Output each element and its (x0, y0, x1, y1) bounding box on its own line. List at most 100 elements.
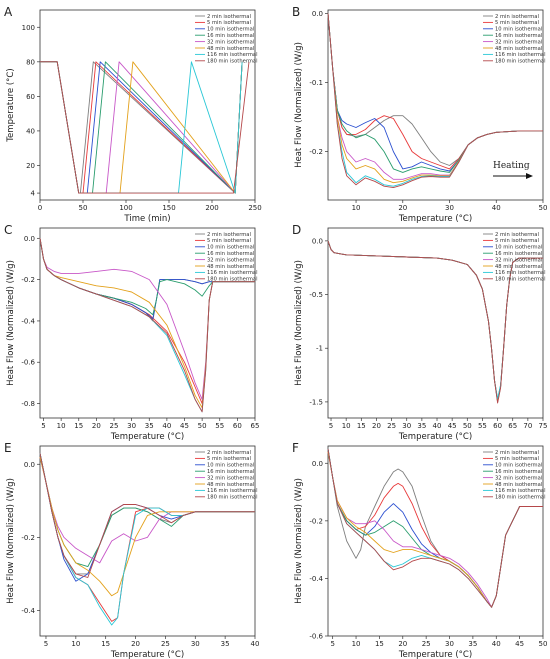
y-tick-label: -0.2 (309, 517, 323, 525)
x-tick-label: 5 (41, 422, 45, 430)
legend-entry: 180 min isothermal (207, 495, 258, 501)
legend-entry: 16 min isothermal (207, 33, 254, 39)
y-tick-label: 0.0 (24, 235, 35, 243)
legend-entry: 180 min isothermal (495, 495, 546, 501)
x-tick-label: 35 (468, 640, 477, 648)
x-tick-label: 5 (330, 640, 334, 648)
series-line-6 (39, 456, 255, 597)
legend-entry: 10 min isothermal (207, 245, 254, 251)
y-axis-title: Heat Flow (Normalized) (W/g) (294, 42, 304, 168)
y-tick-label: -1.5 (309, 398, 323, 406)
y-tick-label: 0.0 (24, 461, 35, 469)
legend-entry: 116 min isothermal (207, 488, 258, 494)
x-tick-label: 35 (145, 422, 154, 430)
x-axis-title: Temperature (°C) (398, 650, 472, 659)
x-tick-label: 35 (417, 422, 426, 430)
legend-entry: 2 min isothermal (207, 450, 251, 456)
y-tick-label: 100 (22, 24, 35, 32)
x-axis-title: Time (min) (123, 214, 170, 224)
legend-entry: 16 min isothermal (207, 251, 254, 257)
x-tick-label: 10 (342, 422, 351, 430)
legend-entry: 5 min isothermal (495, 20, 539, 26)
x-tick-label: 10 (352, 640, 361, 648)
x-tick-label: 60 (233, 422, 242, 430)
x-tick-label: 150 (162, 204, 175, 212)
y-axis-title: Heat Flow (Normalized) (W/g) (6, 260, 16, 386)
series-line-8 (327, 13, 543, 189)
legend-entry: 32 min isothermal (207, 39, 254, 45)
series-line-8 (327, 448, 543, 608)
x-tick-label: 15 (74, 422, 83, 430)
x-tick-label: 0 (38, 204, 42, 212)
legend-entry: 48 min isothermal (207, 264, 254, 270)
y-axis-title: Heat Flow (Normalized) (W/g) (294, 478, 304, 604)
panel-d: D 5 10 15 20 25 30 35 40 45 50 55 60 65 70 75 0.0 -0.5 -1 -… (292, 223, 547, 442)
legend-entry: 5 min isothermal (207, 456, 251, 462)
y-tick-label: -0.2 (309, 148, 323, 156)
x-tick-label: 5 (329, 422, 333, 430)
x-axis-title: Temperature (°C) (110, 432, 184, 442)
y-axis-title: Heat Flow (Normalized) (W/g) (294, 260, 304, 386)
annotation-arrowhead (526, 173, 533, 179)
legend-entry: 180 min isothermal (495, 277, 546, 283)
y-tick-label: 80 (26, 58, 35, 66)
x-tick-label: 30 (127, 422, 136, 430)
x-tick-label: 30 (445, 204, 454, 212)
plot-frame (39, 9, 256, 201)
x-tick-label: 10 (352, 204, 361, 212)
legend-entry: 2 min isothermal (207, 14, 251, 20)
x-tick-label: 25 (161, 640, 170, 648)
x-tick-label: 50 (539, 640, 548, 648)
legend-entry: 180 min isothermal (207, 277, 258, 283)
x-tick-label: 45 (515, 640, 524, 648)
legend-entry: 48 min isothermal (495, 264, 542, 270)
x-tick-label: 250 (248, 204, 261, 212)
x-tick-label: 45 (180, 422, 189, 430)
series-line-1 (40, 61, 243, 194)
y-tick-label: 60 (26, 93, 35, 101)
y-tick-label: -0.5 (309, 291, 323, 299)
series-line-6 (40, 61, 243, 194)
legend-entry: 116 min isothermal (495, 52, 546, 58)
legend-entry: 16 min isothermal (207, 469, 254, 475)
series-line-8 (39, 238, 255, 413)
plot-frame (327, 445, 544, 637)
x-tick-label: 50 (79, 204, 88, 212)
panel-c: C 5 10 15 20 25 30 35 40 45 50 55 60 65 0.0 -0.2 -0.4 -0.… (4, 223, 259, 442)
legend-entry: 48 min isothermal (495, 482, 542, 488)
legend-entry: 5 min isothermal (207, 20, 251, 26)
x-tick-label: 20 (372, 422, 381, 430)
x-tick-label: 10 (71, 640, 80, 648)
x-tick-label: 20 (398, 640, 407, 648)
x-axis-title: Temperature (°C) (110, 650, 184, 659)
y-tick-label: -1 (316, 345, 323, 353)
x-tick-label: 35 (221, 640, 230, 648)
panel-letter: D (292, 223, 301, 237)
legend-entry: 116 min isothermal (207, 52, 258, 58)
x-tick-label: 30 (191, 640, 200, 648)
series-line-5 (40, 61, 243, 194)
panel-a: A 0 50 100 150 200 250 4 20 40 60 80 100 Time (min) Te… (4, 5, 262, 224)
legend-entry: 116 min isothermal (207, 270, 258, 276)
panel-letter: C (4, 223, 12, 237)
x-tick-label: 55 (215, 422, 224, 430)
x-tick-label: 45 (448, 422, 457, 430)
x-tick-label: 40 (492, 204, 501, 212)
legend-entry: 16 min isothermal (495, 469, 542, 475)
legend-entry: 32 min isothermal (495, 475, 542, 481)
legend-entry: 10 min isothermal (495, 27, 542, 33)
series-line-3 (40, 61, 243, 194)
x-tick-label: 25 (110, 422, 119, 430)
legend-entry: 10 min isothermal (207, 27, 254, 33)
panel-letter: B (292, 5, 300, 19)
legend-entry: 2 min isothermal (495, 14, 539, 20)
annotation-text: Heating (493, 161, 530, 171)
x-tick-label: 20 (92, 422, 101, 430)
legend-entry: 10 min isothermal (207, 463, 254, 469)
x-tick-label: 75 (539, 422, 548, 430)
x-tick-label: 200 (205, 204, 218, 212)
x-tick-label: 5 (44, 640, 48, 648)
legend-entry: 10 min isothermal (495, 463, 542, 469)
series-line-7 (40, 61, 243, 194)
plot-frame (39, 445, 256, 637)
